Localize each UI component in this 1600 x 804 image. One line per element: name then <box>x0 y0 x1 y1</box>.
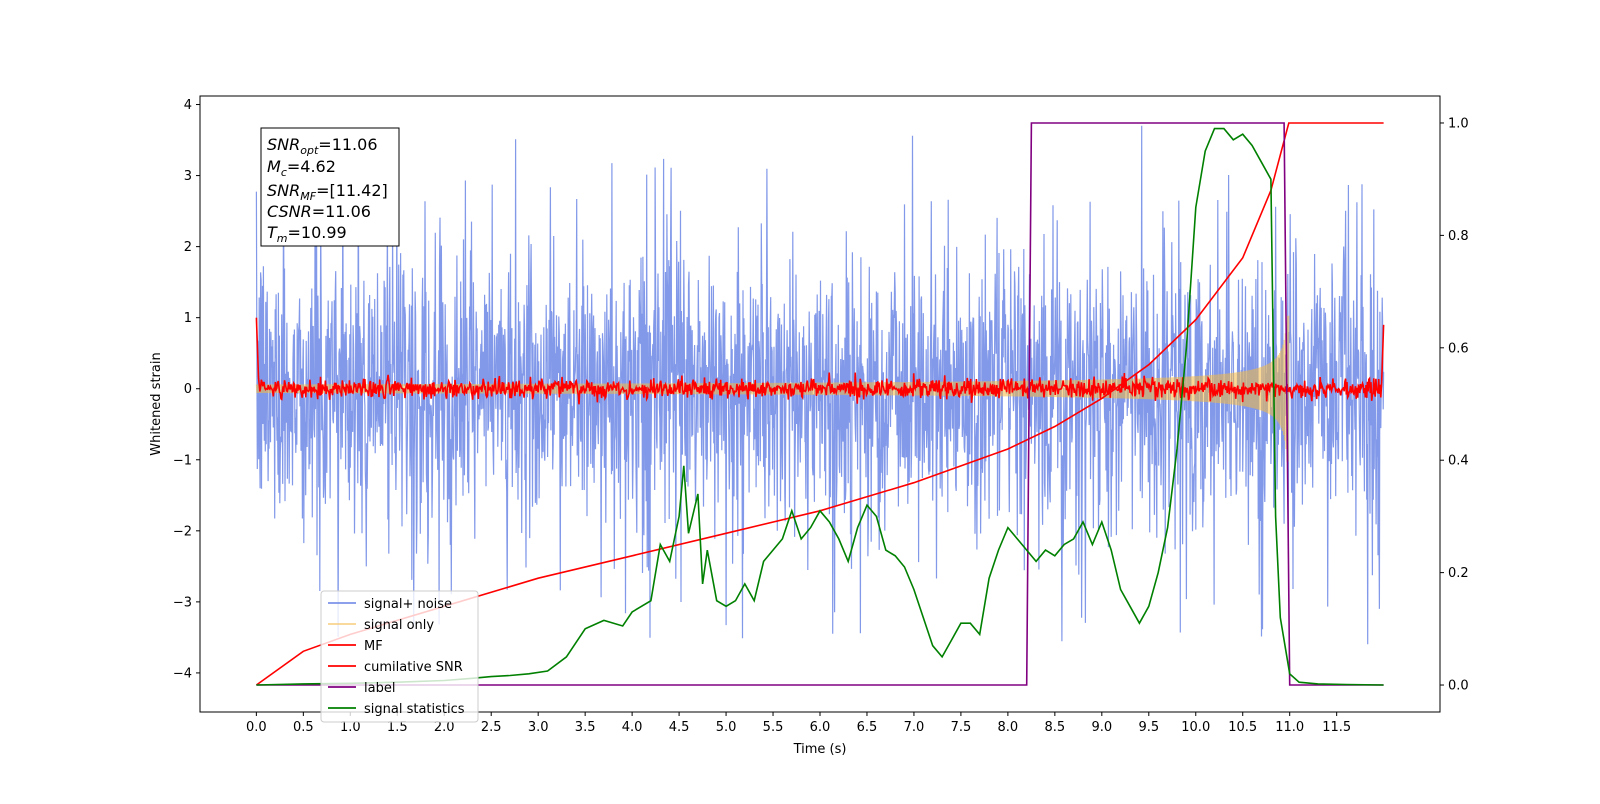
legend-label-mf: MF <box>364 639 383 654</box>
x-tick-label: 8.0 <box>998 720 1019 735</box>
y2-tick-label: 0.0 <box>1448 679 1469 694</box>
y2-tick-label: 0.4 <box>1448 454 1469 469</box>
x-tick-label: 4.0 <box>622 720 643 735</box>
y-tick-label: −2 <box>173 524 192 539</box>
x-tick-label: 8.5 <box>1045 720 1066 735</box>
annotation-snr-opt: SNRopt=11.06 <box>267 135 378 157</box>
series-mf <box>255 317 1385 405</box>
x-tick-label: 11.0 <box>1275 720 1304 735</box>
x-tick-label: 6.0 <box>810 720 831 735</box>
x-axis-label: Time (s) <box>793 742 847 757</box>
legend-label-signal-only: signal only <box>364 618 434 633</box>
x-tick-label: 7.0 <box>904 720 925 735</box>
x-tick-label: 0.0 <box>246 720 267 735</box>
legend-label-label: label <box>364 681 395 696</box>
annotation-tm: Tm=10.99 <box>267 223 347 245</box>
series-signal-noise <box>255 125 1385 645</box>
series-label <box>256 122 1384 686</box>
y-tick-label: −1 <box>173 453 192 468</box>
x-tick-label: 3.0 <box>528 720 549 735</box>
legend-label-signal-noise: signal+ noise <box>364 597 452 612</box>
x-tick-label: 9.5 <box>1138 720 1159 735</box>
x-axis: 0.0 0.5 1.0 1.5 2.0 2.5 3.0 3.5 4.0 4.5 5.0 5.5 6.0 6… <box>246 712 1351 735</box>
annotation-mc: Mc=4.62 <box>267 157 336 179</box>
y-tick-label: 4 <box>184 98 192 113</box>
x-tick-label: 6.5 <box>857 720 878 735</box>
y-axis-right: 1.0 0.8 0.6 0.4 0.2 0.0 <box>1440 116 1469 694</box>
x-tick-label: 1.0 <box>340 720 361 735</box>
annotation-snr-mf: SNRMF=[11.42] <box>267 181 388 203</box>
x-tick-label: 10.5 <box>1228 720 1257 735</box>
legend-label-signal-statistics: signal statistics <box>364 702 465 717</box>
x-tick-label: 2.0 <box>434 720 455 735</box>
annotation-csnr: CSNR=11.06 <box>267 202 371 221</box>
x-tick-label: 5.5 <box>763 720 784 735</box>
x-tick-label: 3.5 <box>575 720 596 735</box>
x-tick-label: 2.5 <box>481 720 502 735</box>
y-tick-label: −4 <box>173 666 192 681</box>
y2-tick-label: 0.8 <box>1448 229 1469 244</box>
x-tick-label: 10.0 <box>1181 720 1210 735</box>
annotation-box: SNRopt=11.06 Mc=4.62 SNRMF=[11.42] CSNR=… <box>260 127 400 247</box>
x-tick-label: 11.5 <box>1322 720 1351 735</box>
series-signal-only <box>255 315 1290 462</box>
y-tick-label: 2 <box>184 240 192 255</box>
y2-tick-label: 0.6 <box>1448 341 1469 356</box>
legend: signal+ noise signal only MF cumilative … <box>320 590 479 723</box>
y-tick-label: 3 <box>184 169 192 184</box>
x-tick-label: 9.0 <box>1091 720 1112 735</box>
series-signal-statistics <box>256 127 1384 686</box>
y-tick-label: 1 <box>184 311 192 326</box>
y-tick-label: 0 <box>184 382 192 397</box>
x-tick-label: 7.5 <box>951 720 972 735</box>
y-axis-left: 4 3 2 1 0 −1 −2 −3 −4 <box>173 98 200 681</box>
x-tick-label: 0.5 <box>293 720 314 735</box>
plot-frame <box>199 95 1441 713</box>
y2-tick-label: 0.2 <box>1448 566 1469 581</box>
y-axis-label: Whitened strain <box>149 352 164 455</box>
x-tick-label: 1.5 <box>387 720 408 735</box>
x-tick-label: 5.0 <box>716 720 737 735</box>
y-tick-label: −3 <box>173 595 192 610</box>
y2-tick-label: 1.0 <box>1448 116 1469 131</box>
x-tick-label: 4.5 <box>669 720 690 735</box>
legend-label-cumulative-snr: cumilative SNR <box>364 660 463 675</box>
